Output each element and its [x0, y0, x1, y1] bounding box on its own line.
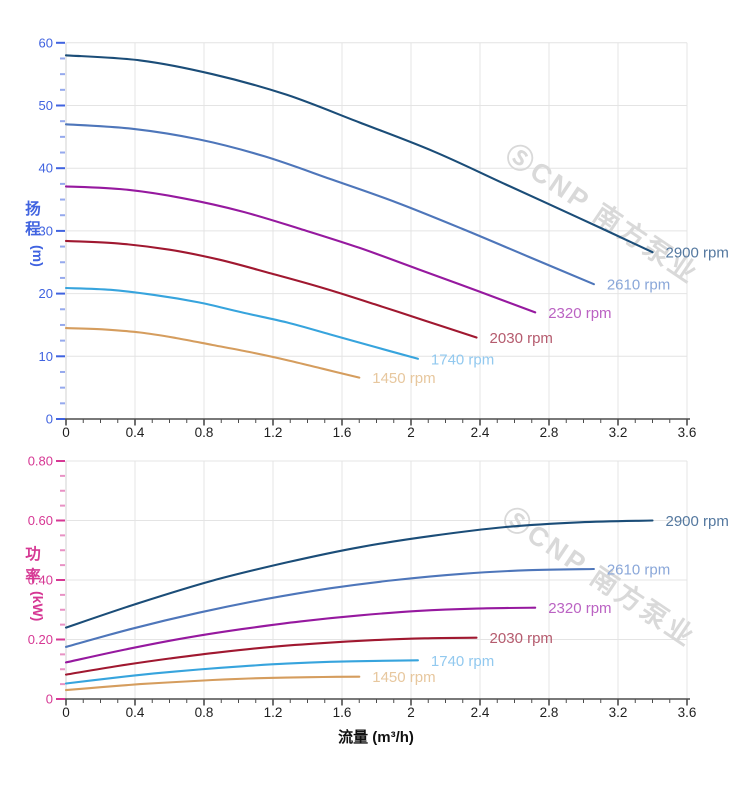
- curve-2030-rpm: [64, 636, 478, 676]
- x-tick-label: 3.6: [678, 705, 697, 720]
- curve-1740-rpm: [64, 286, 419, 360]
- curve-2610-rpm: [64, 567, 595, 648]
- y-tick-label: 0: [46, 412, 53, 427]
- x-axis-title: 流量 (m³/h): [338, 728, 414, 746]
- x-tick-label: 2: [407, 705, 415, 720]
- x-tick-label: 2.8: [540, 425, 559, 440]
- curve-2320-rpm: [64, 606, 537, 664]
- x-tick-label: 2.4: [471, 705, 490, 720]
- curve-label-2900-rpm: 2900 rpm: [666, 245, 729, 262]
- y-tick-label: 0.40: [28, 573, 53, 588]
- y-tick-label: 60: [39, 35, 53, 50]
- curve-2610-rpm: [64, 123, 595, 286]
- y-tick-label: 0.20: [28, 632, 53, 647]
- curve-label-2030-rpm: 2030 rpm: [490, 630, 553, 647]
- y-tick-label: 0.60: [28, 513, 53, 528]
- curve-label-2610-rpm: 2610 rpm: [607, 561, 670, 578]
- y-tick-label: 50: [39, 98, 53, 113]
- curve-label-1450-rpm: 1450 rpm: [372, 370, 435, 387]
- x-tick-label: 3.6: [678, 425, 697, 440]
- curve-label-2610-rpm: 2610 rpm: [607, 277, 670, 294]
- curve-label-1740-rpm: 1740 rpm: [431, 653, 494, 670]
- head-flow-chart: 0 0.4 0.8 1.2 1.6 2 2.4 2.8 3.2 3.6 0 10 20 30 40 50 60 扬…: [25, 35, 729, 440]
- x-tick-label: 0.8: [195, 705, 214, 720]
- y-axis-title-unit: (kW): [30, 591, 46, 621]
- curve-1740-rpm: [64, 659, 419, 685]
- curve-2900-rpm: [64, 519, 654, 629]
- y-axis-title-unit: (m): [30, 245, 46, 267]
- curve-label-1740-rpm: 1740 rpm: [431, 351, 494, 368]
- x-tick-label: 1.2: [264, 425, 283, 440]
- curve-label-2320-rpm: 2320 rpm: [548, 305, 611, 322]
- x-tick-label: 0: [62, 425, 70, 440]
- curve-1450-rpm: [64, 327, 361, 379]
- y-tick-label: 0: [46, 692, 53, 707]
- curve-label-2900-rpm: 2900 rpm: [666, 513, 729, 530]
- curve-label-2030-rpm: 2030 rpm: [490, 330, 553, 347]
- curve-2320-rpm: [64, 185, 537, 314]
- curve-2900-rpm: [64, 54, 654, 254]
- x-tick-label: 0: [62, 705, 70, 720]
- power-flow-chart: 0 0.4 0.8 1.2 1.6 2 2.4 2.8 3.2 3.6 0 0.20 0.40 0.60 0…: [25, 454, 729, 747]
- x-tick-label: 3.2: [609, 705, 628, 720]
- y-tick-label: 10: [39, 349, 53, 364]
- y-tick-label: 40: [39, 161, 53, 176]
- cnp-watermark: ⓈCNP 南方泵业: [500, 138, 705, 290]
- x-tick-label: 3.2: [609, 425, 628, 440]
- x-tick-label: 1.6: [333, 425, 352, 440]
- y-tick-label: 20: [39, 286, 53, 301]
- curve-label-1450-rpm: 1450 rpm: [372, 669, 435, 686]
- x-tick-label: 2.8: [540, 705, 559, 720]
- y-tick-label: 30: [39, 223, 53, 238]
- x-tick-label: 0.4: [126, 705, 145, 720]
- x-tick-label: 0.8: [195, 425, 214, 440]
- curve-1450-rpm: [64, 675, 361, 692]
- y-axis-title-char: 率: [25, 566, 41, 585]
- x-tick-label: 1.6: [333, 705, 352, 720]
- x-tick-label: 2.4: [471, 425, 490, 440]
- curve-label-2320-rpm: 2320 rpm: [548, 600, 611, 617]
- curve-2030-rpm: [64, 239, 478, 339]
- x-tick-label: 0.4: [126, 425, 145, 440]
- y-axis-title-char: 程: [25, 220, 41, 238]
- y-axis-title-char: 功: [25, 545, 41, 563]
- y-axis-title-char: 扬: [25, 199, 41, 218]
- x-tick-label: 2: [407, 425, 415, 440]
- y-tick-label: 0.80: [28, 454, 53, 469]
- x-tick-label: 1.2: [264, 705, 283, 720]
